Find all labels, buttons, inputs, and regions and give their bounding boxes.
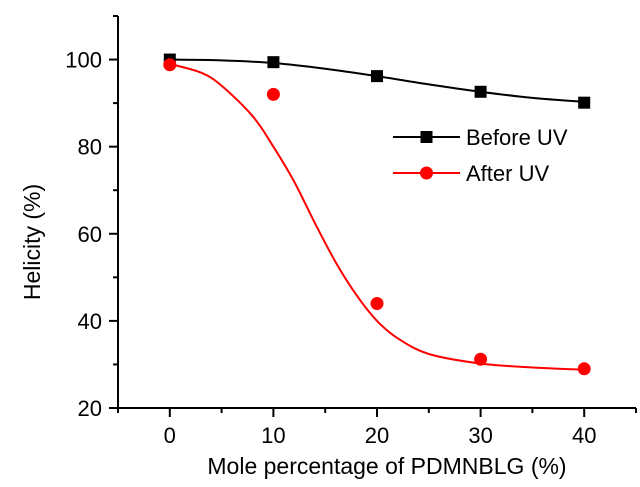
after-uv-point xyxy=(266,87,280,101)
fit-curves xyxy=(169,58,585,371)
x-axis-title: Mole percentage of PDMNBLG (%) xyxy=(207,453,566,479)
y-tick-label: 80 xyxy=(78,135,102,160)
x-tick-label: 0 xyxy=(164,423,176,448)
y-tick-label: 40 xyxy=(78,309,102,334)
legend-label-before-uv: Before UV xyxy=(466,125,568,150)
legend-marker-after-uv xyxy=(420,166,433,180)
after-uv-point xyxy=(370,296,384,310)
legend-marker-before-uv xyxy=(420,131,433,143)
legend-label-after-uv: After UV xyxy=(466,161,549,186)
after-uv-point xyxy=(474,352,488,366)
y-tick-label: 100 xyxy=(65,48,102,73)
y-tick-label: 20 xyxy=(78,396,102,421)
legend: Before UV After UV xyxy=(393,125,568,186)
x-tick-label: 30 xyxy=(468,423,492,448)
after-uv-fit-curve xyxy=(169,62,585,371)
data-markers xyxy=(163,53,591,376)
x-tick-label: 10 xyxy=(261,423,285,448)
y-tick-label: 60 xyxy=(78,222,102,247)
after-uv-point xyxy=(163,58,177,72)
after-uv-point xyxy=(577,362,591,376)
before-uv-point xyxy=(578,96,591,109)
y-axis-title: Helicity (%) xyxy=(19,184,45,300)
x-tick-label: 20 xyxy=(365,423,389,448)
before-uv-point xyxy=(371,70,383,83)
before-uv-point xyxy=(474,85,487,98)
before-uv-point xyxy=(267,56,280,69)
ticks: 0 10 20 30 40 20 40 60 80 100 xyxy=(65,15,637,448)
x-tick-label: 40 xyxy=(572,423,596,448)
